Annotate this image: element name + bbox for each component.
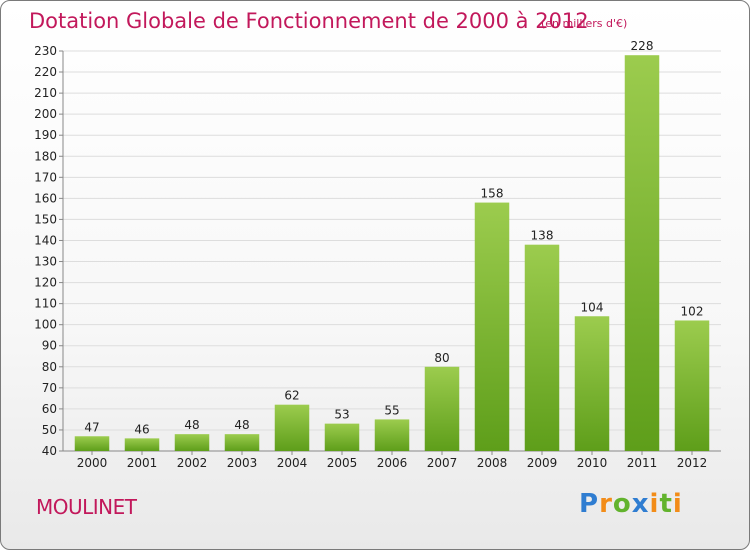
- bar: [424, 366, 460, 451]
- y-tick-label: 180: [34, 149, 57, 163]
- proxiti-logo[interactable]: Proxiti: [579, 489, 683, 519]
- y-tick-label: 190: [34, 128, 57, 142]
- bar: [174, 434, 210, 451]
- bar: [74, 436, 110, 451]
- bars: [74, 55, 710, 452]
- bar: [524, 244, 560, 451]
- commune-name: MOULINET: [36, 495, 137, 519]
- y-tick-label: 150: [34, 212, 57, 226]
- y-tick-label: 220: [34, 65, 57, 79]
- logo-letter: t: [659, 489, 673, 519]
- bar: [124, 438, 160, 451]
- data-label: 158: [481, 187, 504, 201]
- data-label: 46: [134, 422, 149, 436]
- data-label: 104: [581, 300, 604, 314]
- x-tick-label: 2011: [627, 456, 658, 470]
- y-tick-label: 230: [34, 44, 57, 58]
- logo-letter: o: [612, 489, 632, 519]
- y-tick-label: 100: [34, 318, 57, 332]
- x-tick-label: 2004: [277, 456, 308, 470]
- x-tick-label: 2001: [127, 456, 158, 470]
- logo-letter: r: [599, 489, 613, 519]
- y-tick-label: 90: [42, 339, 57, 353]
- data-label: 80: [434, 351, 449, 365]
- y-tick-label: 80: [42, 360, 57, 374]
- bar: [674, 320, 710, 451]
- logo-letter: i: [649, 489, 660, 519]
- y-tick-label: 170: [34, 170, 57, 184]
- data-label: 48: [234, 418, 249, 432]
- value-labels: 47 46 48 48 62 53 55 80 158 138 104 228 102: [84, 39, 703, 436]
- x-tick-label: 2012: [677, 456, 708, 470]
- x-tick-label: 2000: [77, 456, 108, 470]
- logo-letter: P: [579, 489, 600, 519]
- grid-lines: [63, 50, 721, 452]
- logo-letter: i: [672, 489, 683, 519]
- bar: [274, 404, 310, 451]
- y-tick-label: 40: [42, 444, 57, 458]
- bar: [574, 316, 610, 451]
- y-tick-label: 120: [34, 276, 57, 290]
- data-label: 138: [531, 229, 554, 243]
- bar: [624, 55, 660, 452]
- data-label: 228: [631, 39, 654, 53]
- y-tick-label: 200: [34, 107, 57, 121]
- y-tick-label: 160: [34, 191, 57, 205]
- x-tick-label: 2003: [227, 456, 258, 470]
- x-tick-label: 2008: [477, 456, 508, 470]
- chart-title: Dotation Globale de Fonctionnement de 20…: [29, 9, 589, 33]
- data-label: 47: [84, 420, 99, 434]
- bar: [474, 202, 510, 451]
- y-tick-label: 50: [42, 423, 57, 437]
- data-label: 102: [681, 304, 704, 318]
- chart-subtitle: (en milliers d'€): [541, 17, 628, 30]
- y-tick-label: 140: [34, 233, 57, 247]
- y-tick-label: 130: [34, 255, 57, 269]
- y-tick-label: 110: [34, 297, 57, 311]
- y-tick-label: 70: [42, 381, 57, 395]
- y-tick-label: 210: [34, 86, 57, 100]
- data-label: 48: [184, 418, 199, 432]
- bar: [224, 434, 260, 451]
- bar: [324, 423, 360, 451]
- axes: 40 50 60 70 80 90 100 110 120 130 140 150 160 170 180 1…: [34, 44, 721, 470]
- bar: [374, 419, 410, 451]
- logo-letter: x: [631, 489, 650, 519]
- x-tick-label: 2007: [427, 456, 458, 470]
- x-tick-label: 2006: [377, 456, 408, 470]
- data-label: 62: [284, 389, 299, 403]
- x-tick-label: 2010: [577, 456, 608, 470]
- x-tick-label: 2002: [177, 456, 208, 470]
- y-tick-label: 60: [42, 402, 57, 416]
- data-label: 55: [384, 403, 399, 417]
- x-tick-label: 2009: [527, 456, 558, 470]
- x-tick-label: 2005: [327, 456, 358, 470]
- data-label: 53: [334, 408, 349, 422]
